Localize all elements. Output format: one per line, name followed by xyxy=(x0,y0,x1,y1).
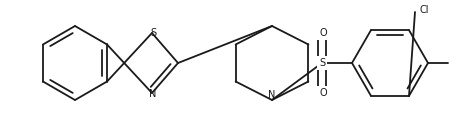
Text: Cl: Cl xyxy=(420,5,430,15)
Text: S: S xyxy=(319,58,325,68)
Text: S: S xyxy=(150,28,156,38)
Text: N: N xyxy=(268,90,276,100)
Text: O: O xyxy=(319,28,327,38)
Text: N: N xyxy=(149,89,157,99)
Text: O: O xyxy=(319,88,327,98)
